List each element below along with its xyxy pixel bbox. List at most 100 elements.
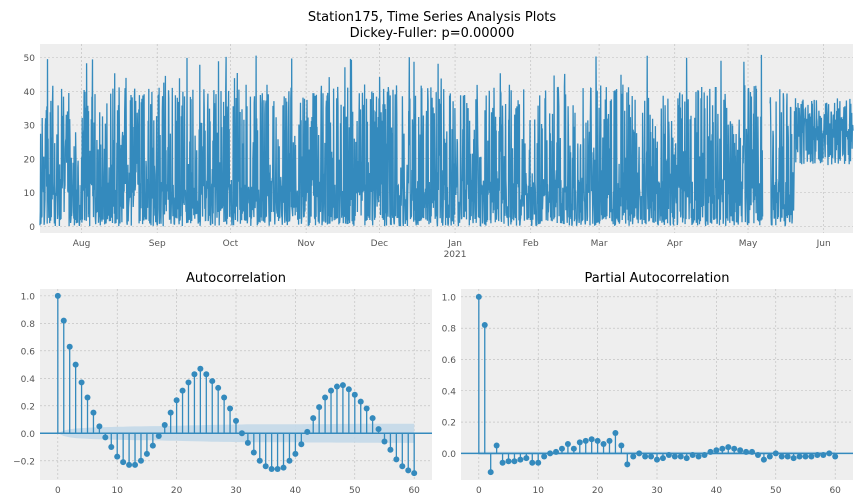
stem-marker [393,456,399,462]
stem-marker [114,454,120,460]
stem-marker [506,458,512,464]
stem-marker [411,470,417,476]
stem-marker [281,465,287,471]
stem-marker [257,458,263,464]
stem-marker [606,438,612,444]
stem-marker [618,443,624,449]
stem-marker [523,455,529,461]
stem-marker [624,461,630,467]
stem-marker [713,447,719,453]
x-tick-label: 10 [532,486,544,496]
y-tick-label: 0.0 [442,450,457,460]
stem-marker [802,454,808,460]
stem-marker [559,446,565,452]
stem-marker [737,447,743,453]
x-tick-label: 40 [711,486,723,496]
stem-marker [654,457,660,463]
stem-marker [340,382,346,388]
stem-marker [541,454,547,460]
x-tick-label: Mar [591,239,608,249]
y-tick-label: 0.8 [442,325,457,335]
stem-marker [589,436,595,442]
stem-marker [245,440,251,446]
stem-marker [251,450,257,456]
stem-marker [702,452,708,458]
stem-marker [601,441,607,447]
stem-marker [269,466,275,472]
stem-marker [571,446,577,452]
stem-marker [755,452,761,458]
stem-marker [346,386,352,392]
stem-marker [191,371,197,377]
x-tick-label: Aug [73,239,91,249]
x-tick-label: 50 [349,486,361,496]
stem-marker [814,452,820,458]
stem-marker [405,467,411,473]
y-tick-label: −0.2 [13,457,35,467]
stem-marker [275,466,281,472]
stem-marker [482,322,488,328]
stem-marker [180,388,186,394]
stem-marker [120,459,126,465]
stem-marker [577,439,583,445]
stem-marker [221,395,227,401]
stem-marker [79,379,85,385]
stem-marker [678,454,684,460]
stem-marker [749,449,755,455]
stem-marker [381,439,387,445]
stem-marker [358,399,364,405]
stem-marker [779,454,785,460]
y-tick-label: 1.0 [442,293,457,303]
acf-panel [40,289,432,480]
stem-marker [725,444,731,450]
x-tick-label: Jun [816,239,831,249]
y-tick-label: 0.2 [21,402,35,412]
y-tick-label: 0.0 [21,430,36,440]
stem-marker [595,438,601,444]
x-tick-year-label: 2021 [444,250,467,260]
stem-marker [529,460,535,466]
stem-marker [399,463,405,469]
stem-marker [316,404,322,410]
stem-marker [684,455,690,461]
stem-marker [162,422,168,428]
stem-marker [185,379,191,385]
stem-marker [648,454,654,460]
stem-marker [239,430,245,436]
stem-marker [535,460,541,466]
stem-marker [731,446,737,452]
stem-marker [565,441,571,447]
stem-marker [352,392,358,398]
stem-marker [132,462,138,468]
stem-marker [233,418,239,424]
x-tick-label: Apr [667,239,683,249]
stem-marker [90,410,96,416]
stem-marker [102,434,108,440]
stem-marker [761,457,767,463]
stem-marker [553,449,559,455]
stem-marker [820,452,826,458]
stem-marker [387,447,393,453]
stem-marker [476,294,482,300]
stem-marker [67,344,73,350]
stem-marker [286,458,292,464]
x-tick-label: 60 [408,486,420,496]
y-tick-label: 20 [24,155,36,165]
stem-marker [334,384,340,390]
x-tick-label: 0 [55,486,61,496]
stem-marker [150,443,156,449]
stem-marker [203,371,209,377]
stem-marker [696,454,702,460]
stem-marker [370,415,376,421]
stem-marker [517,457,523,463]
x-tick-label: 40 [290,486,302,496]
stem-marker [85,395,91,401]
y-tick-label: 0.8 [21,320,36,330]
x-tick-label: 10 [111,486,123,496]
stem-marker [743,449,749,455]
stem-marker [636,450,642,456]
stem-marker [73,362,79,368]
pacf-panel [461,289,853,480]
y-tick-label: 0.6 [21,347,36,357]
stem-marker [96,423,102,429]
